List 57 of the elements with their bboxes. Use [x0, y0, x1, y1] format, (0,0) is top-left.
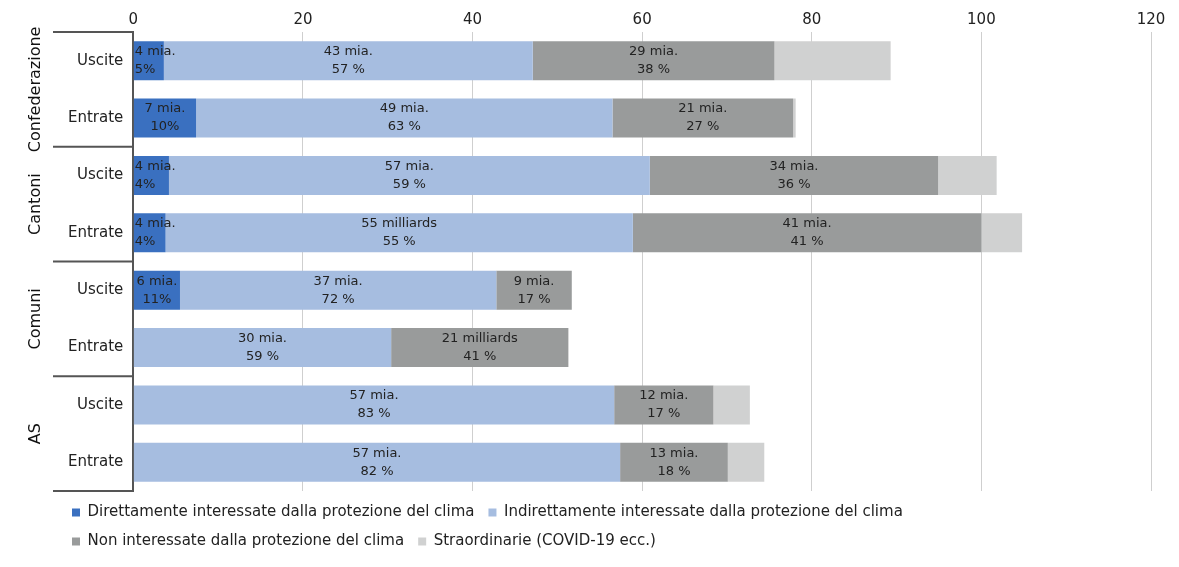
bar: [620, 442, 728, 482]
y-tick-label: Entrate: [67, 452, 124, 471]
y-tick-label: Uscite: [77, 165, 124, 184]
data-label: 41 mia. 41 %: [782, 215, 832, 249]
data-label: 21 mia. 27 %: [678, 100, 728, 134]
data-label: 9 mia. 17 %: [513, 272, 555, 306]
y-tick-label: Entrate: [67, 222, 124, 241]
data-label: 37 mia. 72 %: [313, 272, 363, 306]
data-label: 34 mia. 36 %: [769, 157, 819, 191]
data-label: 21 milliards 41 %: [441, 329, 518, 363]
y-tick-label: Entrate: [67, 337, 124, 356]
y-tick-label: Entrate: [67, 107, 124, 126]
text: Confederazione: [25, 26, 45, 153]
data-label: 55 milliards 55 %: [361, 215, 438, 249]
data-label: 57 mia. 59 %: [384, 157, 434, 191]
x-tick-label: 0: [128, 9, 139, 28]
x-tick-label: 120: [1136, 9, 1166, 28]
data-label: 6 mia. 11%: [136, 272, 178, 306]
y-tick-label: Uscite: [77, 280, 124, 299]
data-label: 57 mia. 82 %: [352, 444, 402, 478]
legend-label: Direttamente interessate dalla protezione del clima: [87, 502, 475, 521]
text: AS: [25, 423, 45, 445]
bar: [391, 328, 569, 368]
bar: [793, 98, 796, 138]
bar: [649, 155, 939, 195]
data-label: 43 mia. 57 %: [323, 43, 373, 77]
text: Comuni: [25, 288, 45, 350]
legend-label: Straordinarie (COVID-19 ecc.): [433, 531, 656, 550]
bar: [614, 385, 714, 425]
bar: [196, 98, 613, 138]
text: Cantoni: [25, 173, 45, 236]
data-label: 49 mia. 63 %: [379, 100, 429, 134]
bar: [713, 385, 750, 425]
y-tick-label: Uscite: [77, 50, 124, 69]
x-tick-label: 20: [293, 9, 313, 28]
legend-label: Indirettamente interessate dalla protezione del clima: [503, 502, 903, 521]
data-label: 13 mia. 18 %: [649, 444, 699, 478]
bar: [133, 442, 621, 482]
x-tick-label: 100: [967, 9, 996, 28]
bar: [133, 328, 392, 368]
bar: [496, 270, 572, 310]
x-tick-label: 60: [632, 9, 652, 28]
data-label: 7 mia. 10%: [144, 100, 186, 134]
data-label: 30 mia. 59 %: [237, 329, 288, 363]
bar: [632, 213, 982, 253]
x-tick-label: 80: [802, 9, 822, 28]
bar: [727, 442, 765, 482]
y-tick-label: Uscite: [77, 394, 124, 413]
bar: [532, 41, 775, 81]
bar: [133, 385, 615, 425]
bar: [179, 270, 497, 310]
data-label: 29 mia. 38 %: [629, 43, 679, 77]
legend-label: Non interessate dalla protezione del clima: [87, 531, 405, 550]
data-label: 57 mia. 83 %: [349, 387, 399, 421]
bar: [612, 98, 794, 138]
data-label: 12 mia. 17 %: [639, 387, 689, 421]
x-tick-label: 40: [463, 9, 483, 28]
